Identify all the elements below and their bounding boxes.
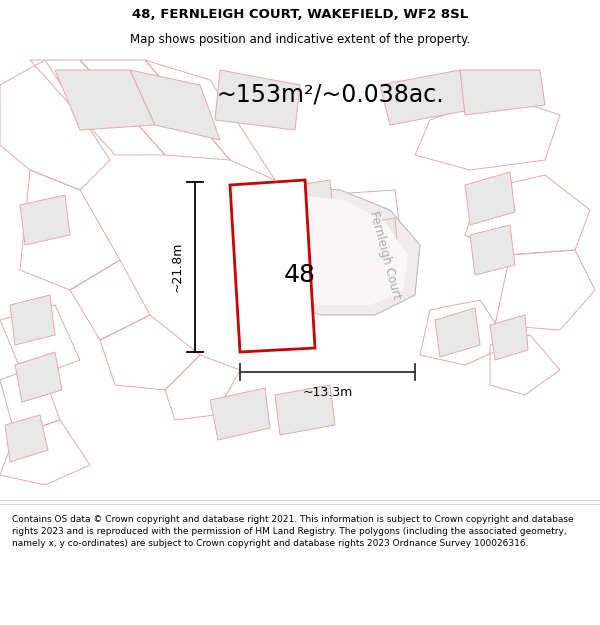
Polygon shape bbox=[15, 352, 62, 402]
Polygon shape bbox=[255, 195, 408, 305]
Polygon shape bbox=[380, 70, 470, 125]
Polygon shape bbox=[130, 70, 220, 140]
Polygon shape bbox=[265, 180, 340, 290]
Text: 48, FERNLEIGH COURT, WAKEFIELD, WF2 8SL: 48, FERNLEIGH COURT, WAKEFIELD, WF2 8SL bbox=[132, 8, 468, 21]
Polygon shape bbox=[465, 172, 515, 225]
Text: ~13.3m: ~13.3m bbox=[302, 386, 353, 399]
Polygon shape bbox=[275, 385, 335, 435]
Text: Contains OS data © Crown copyright and database right 2021. This information is : Contains OS data © Crown copyright and d… bbox=[12, 515, 574, 548]
Polygon shape bbox=[20, 195, 70, 245]
Text: 48: 48 bbox=[284, 263, 316, 287]
Polygon shape bbox=[210, 388, 270, 440]
Polygon shape bbox=[215, 70, 300, 130]
Text: Map shows position and indicative extent of the property.: Map shows position and indicative extent… bbox=[130, 32, 470, 46]
Polygon shape bbox=[460, 70, 545, 115]
Text: ~21.8m: ~21.8m bbox=[170, 242, 184, 292]
Polygon shape bbox=[350, 218, 400, 282]
Polygon shape bbox=[55, 70, 155, 130]
Polygon shape bbox=[490, 315, 528, 360]
Text: ~153m²/~0.038ac.: ~153m²/~0.038ac. bbox=[216, 83, 444, 107]
Polygon shape bbox=[230, 185, 420, 315]
Polygon shape bbox=[5, 415, 48, 462]
Polygon shape bbox=[435, 308, 480, 357]
Polygon shape bbox=[10, 295, 55, 345]
Polygon shape bbox=[470, 225, 515, 275]
Text: Fernleigh Court: Fernleigh Court bbox=[367, 209, 403, 301]
Polygon shape bbox=[230, 180, 315, 352]
